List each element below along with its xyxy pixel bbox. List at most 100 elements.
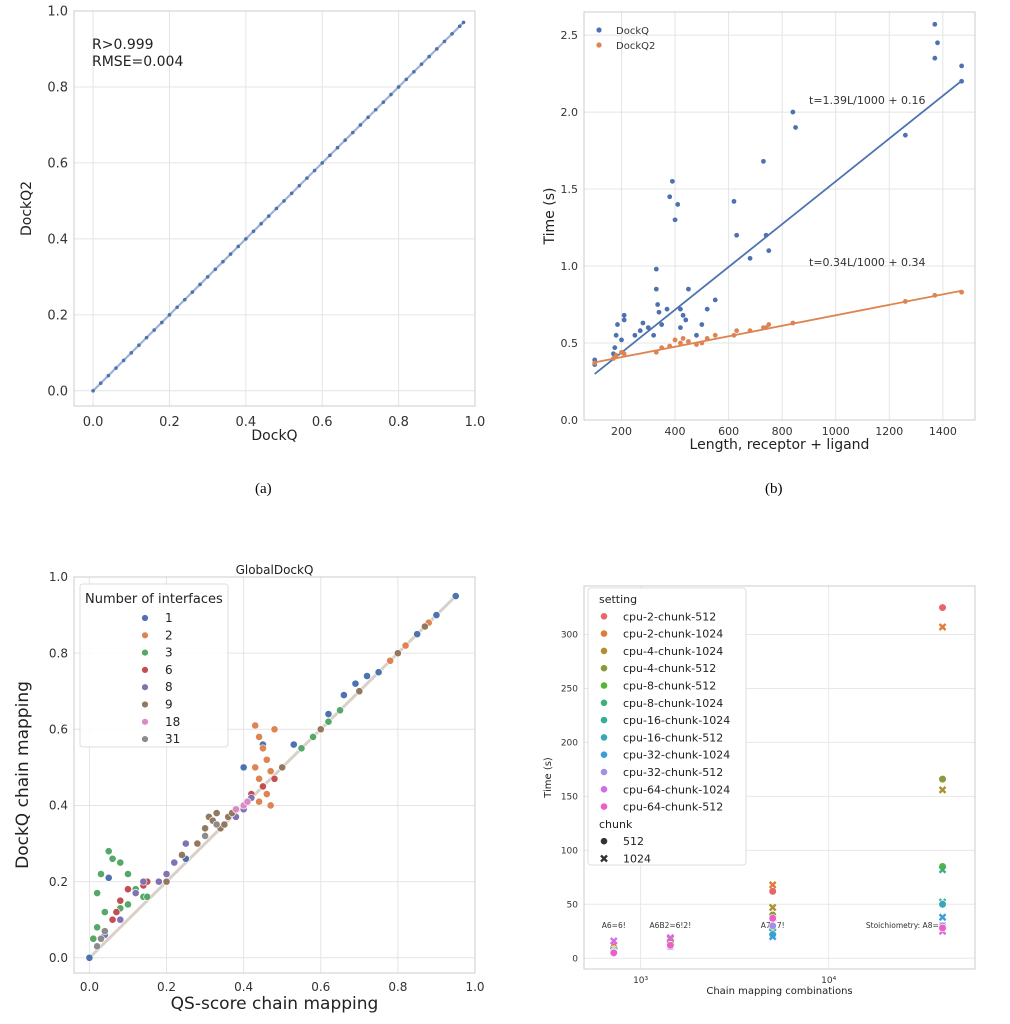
legend-label-chunk-1024: 1024 [623,853,651,866]
chart-b: 200 400 600 800 1000 1200 1400 0.0 0.5 1.0 1.5 2.0 2… [542,11,976,453]
data-point-dockq [621,317,627,323]
legend-marker-interfaces-9 [141,700,149,709]
fit-label-dockq: t=1.39L/1000 + 0.16 [809,94,926,107]
annotation-r: R>0.999 [92,37,154,53]
data-point-interfaces-18 [232,805,240,814]
data-point-interfaces-3 [143,892,152,901]
data-point-cpu-2-chunk-512 [938,603,947,612]
data-point-dockq [731,198,737,204]
data-point [419,62,424,66]
data-point-dockq [632,332,638,338]
y-tick-label: 50 [567,900,579,910]
legend-marker-chunk-1024-stroke-2 [600,854,608,863]
plot-frame [583,11,976,421]
legend-marker-interfaces-2 [141,631,149,639]
data-point-interfaces-9 [162,877,171,886]
data-point-dockq2 [766,322,772,327]
data-point-dockq [651,332,657,338]
legend-marker-chunk-1024 [600,854,608,863]
data-point [335,145,340,150]
data-point [450,31,454,36]
data-point-dockq [793,125,798,130]
data-point-dockq [653,266,659,272]
data-point-dockq2 [613,352,619,358]
data-point-interfaces-1 [239,763,248,772]
data-point [144,335,149,340]
x-tick-label: 0.2 [159,415,180,430]
data-point-interfaces-1 [413,630,422,639]
chart-title: GlobalDockQ [236,563,314,577]
data-point-dockq [678,325,683,331]
legend-label-interfaces-8: 8 [165,680,173,694]
data-point-interfaces-9 [393,649,402,658]
data-point-interfaces-31 [93,942,102,951]
data-point-dockq [680,312,686,318]
data-point [381,100,386,104]
data-point-interfaces-9 [220,820,229,829]
x-tick-label: 400 [665,425,686,438]
data-point-interfaces-3 [324,717,333,726]
data-point [312,168,317,173]
data-point-dockq [734,232,740,238]
data-point-interfaces-3 [336,706,344,715]
data-point-cpu-8-chunk-1024 [938,865,947,874]
data-point-interfaces-3 [309,733,317,741]
legend-box [587,587,747,866]
data-point-interfaces-9 [212,809,221,817]
legend-label-dockq2: DockQ2 [616,41,655,52]
data-point-interfaces-9 [278,763,287,772]
x-tick-label: 10⁴ [821,976,836,986]
data-point-cpu-32-chunk-1024 [768,932,777,941]
data-point [129,351,134,355]
data-point-cpu-32-chunk-512 [768,921,777,930]
legend-marker-cpu-64-chunk-512 [600,802,608,811]
data-point [190,290,195,294]
legend-label-cpu-8-chunk-512: cpu-8-chunk-512 [623,680,716,693]
x-axis-label: Chain mapping combinations [706,986,852,997]
data-point-cpu-32-chunk-1024-stroke-2 [938,913,947,922]
x-tick-label: 1.0 [465,980,484,994]
chart-c: 0.0 0.2 0.4 0.6 0.8 1.0 0.0 0.2 0.4 0.6 0.8 1.0 QS-s… [13,563,485,1014]
data-point-cpu-2-chunk-1024 [768,880,777,889]
data-point [404,77,409,82]
legend-title: setting [599,593,637,606]
data-point-dockq [653,286,659,292]
data-point [297,183,302,188]
x-axis-label: QS-score chain mapping [171,994,379,1014]
data-point-dockq2 [959,289,965,295]
data-point [350,130,355,135]
data-point-interfaces-2 [401,641,410,650]
legend-box [79,583,229,748]
y-tick-label: 200 [561,739,578,749]
legend-marker-interfaces-18 [141,718,149,726]
data-point-dockq2 [680,336,686,341]
data-point [427,54,431,59]
y-tick-label: 0.2 [49,875,68,889]
legend-label-cpu-2-chunk-1024: cpu-2-chunk-1024 [623,628,723,641]
data-point-interfaces-9 [178,851,186,859]
legend-label-cpu-16-chunk-512: cpu-16-chunk-512 [623,731,723,744]
data-point-dockq [645,325,651,331]
legend-marker-cpu-4-chunk-512 [600,664,608,673]
y-tick-label: 0.4 [47,232,68,247]
data-point-dockq [747,255,753,261]
legend-label-interfaces-1: 1 [165,611,173,625]
legend-label-interfaces-31: 31 [165,732,180,746]
data-point [121,358,126,363]
data-point-interfaces-1 [432,611,441,619]
data-point-interfaces-9 [355,687,364,696]
data-point-dockq2 [686,339,691,344]
x-axis-label: Length, receptor + ligand [690,437,870,453]
data-point-interfaces-9 [316,725,325,734]
y-tick-label: 2.5 [561,29,579,42]
legend-marker-cpu-32-chunk-1024 [600,750,608,759]
data-point-cpu-64-chunk-1024 [609,937,618,945]
data-point-dockq2 [731,332,737,338]
y-axis-label: Time (s) [543,757,554,799]
data-point-interfaces-3 [100,908,109,916]
y-tick-label: 2.0 [561,106,579,119]
y-tick-label: 300 [561,631,578,641]
legend-label-cpu-64-chunk-512: cpu-64-chunk-512 [623,801,723,814]
data-point-interfaces-1 [324,710,333,718]
data-point-cpu-64-chunk-1024-stroke-2 [609,937,618,945]
